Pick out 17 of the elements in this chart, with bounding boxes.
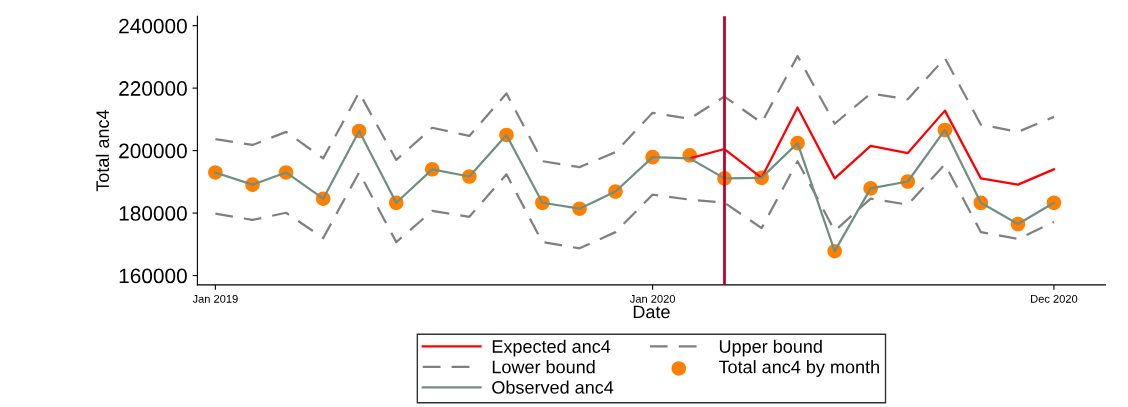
line-series [214, 160, 1056, 250]
y-tick-label: 160000 [119, 268, 187, 284]
legend-label: Expected anc4 [492, 339, 611, 357]
legend-label: Observed anc4 [492, 380, 614, 394]
legend-label: Total anc4 by month [718, 360, 879, 377]
legend-label: Upper bound [719, 339, 822, 357]
x-axis-title: Date [633, 305, 670, 319]
y-tick-label: 200000 [119, 143, 187, 159]
x-tick-label: Dec 2020 [1031, 294, 1078, 303]
legend-label: Lower bound [492, 360, 595, 374]
y-tick-label: 220000 [119, 81, 187, 96]
x-tick-label: Jan 2019 [192, 294, 238, 303]
y-tick-label: 180000 [119, 206, 187, 221]
x-tick-label: Jan 2020 [629, 294, 676, 303]
y-axis-title: Total anc4 [95, 109, 110, 192]
line-series [214, 54, 1056, 169]
y-tick-label: 240000 [119, 18, 187, 34]
